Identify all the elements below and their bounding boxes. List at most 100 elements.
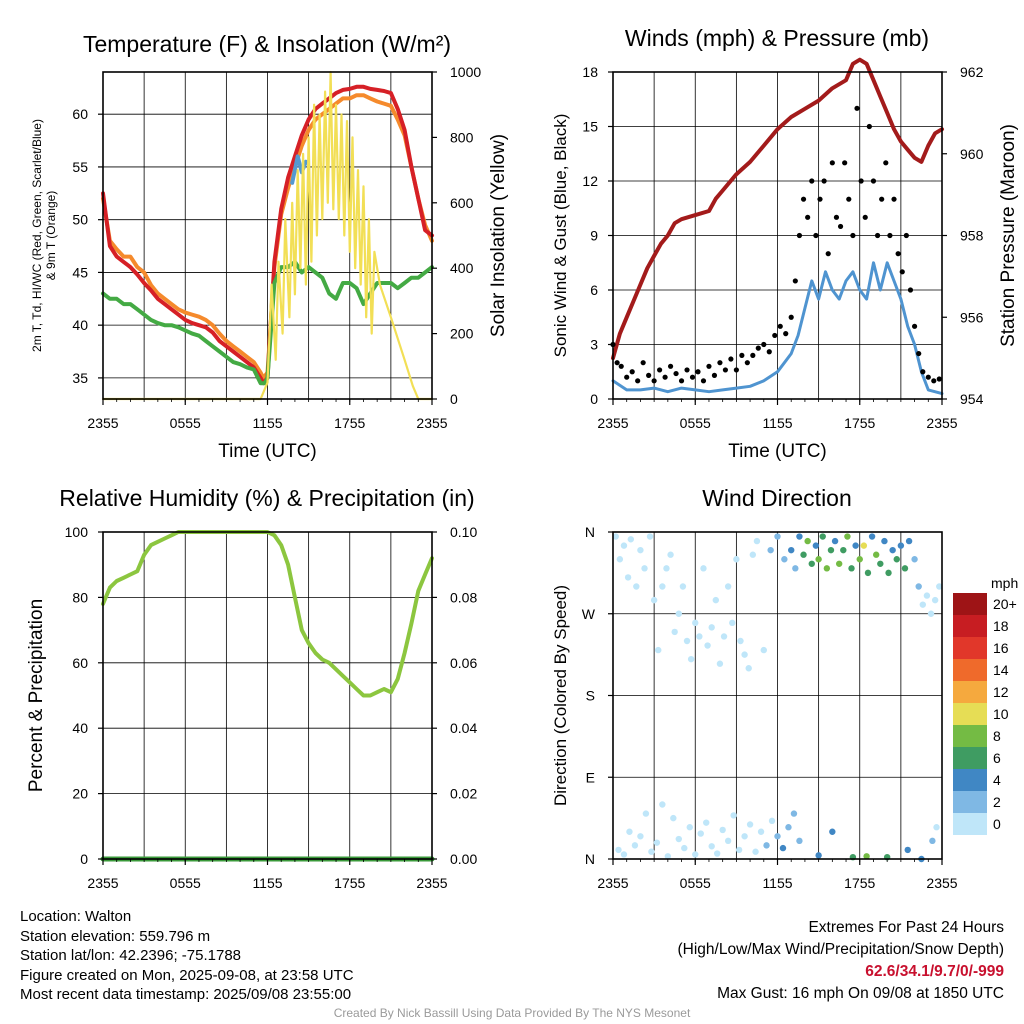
- chart4-direction-point: [860, 542, 868, 549]
- chart4-direction-point: [796, 533, 803, 540]
- chart4-direction-point: [642, 810, 650, 817]
- chart3-ylabel: Percent & Precipitation: [26, 599, 47, 792]
- chart4-direction-point: [650, 596, 658, 604]
- chart4-direction-point: [904, 846, 911, 854]
- chart4-direction-point: [873, 551, 880, 558]
- chart2-gust-point: [862, 214, 868, 220]
- chart4-direction-point: [746, 821, 754, 828]
- chart4-direction-point: [757, 828, 765, 835]
- chart1-y2-tick-label: 0: [450, 391, 458, 407]
- chart2-y-tick-label: 9: [590, 228, 598, 244]
- chart2-y2-tick-label: 962: [960, 64, 984, 80]
- info-elevation: Station elevation: 559.796 m: [20, 927, 211, 945]
- chart1-y-tick-label: 45: [72, 264, 88, 280]
- chart1-y2label: Solar Insolation (Yellow): [488, 134, 509, 337]
- chart2-gust-point: [673, 370, 679, 377]
- chart2-y-tick-label: 3: [590, 337, 598, 353]
- colorbar-unit: mph: [991, 575, 1018, 591]
- chart2-gust-point: [920, 369, 926, 375]
- chart2-gust-point: [821, 178, 827, 184]
- chart2-y-tick-label: 0: [590, 391, 598, 407]
- chart4-direction-point: [877, 560, 884, 567]
- chart3-y-tick-label: 100: [65, 524, 89, 540]
- chart4-direction-point: [724, 837, 732, 845]
- chart2-xlabel: Time (UTC): [728, 441, 827, 462]
- chart4-direction-point: [868, 533, 876, 540]
- chart2-gust-point: [907, 287, 914, 293]
- chart4-direction-point: [812, 542, 820, 549]
- colorbar-swatch: [953, 703, 987, 725]
- chart4-direction-point: [864, 569, 872, 577]
- extremes-subtitle: (High/Low/Max Wind/Precipitation/Snow De…: [677, 941, 1005, 958]
- colorbar-swatch: [953, 725, 987, 747]
- chart4-direction-point: [800, 551, 807, 558]
- chart4-x-tick-label: 2355: [926, 875, 957, 891]
- chart2-gust-point: [728, 356, 734, 362]
- chart4-direction-point: [700, 565, 707, 572]
- chart2-gust-point: [837, 223, 844, 230]
- chart4-direction-point: [915, 583, 922, 590]
- colorbar-label: 14: [993, 662, 1009, 678]
- chart2-gust-point: [792, 278, 798, 284]
- chart4-direction-point: [692, 851, 699, 858]
- chart4-direction-point: [831, 537, 839, 545]
- chart4-direction-point: [815, 556, 822, 563]
- chart4-direction-point: [856, 556, 863, 563]
- chart2-wind-line: [611, 261, 944, 396]
- colorbar-swatch: [953, 813, 987, 835]
- chart4-direction-point: [911, 556, 918, 563]
- chart4-direction-point: [655, 646, 662, 654]
- chart2-y2-tick-label: 956: [960, 309, 984, 325]
- chart4-direction-point: [687, 655, 695, 663]
- chart4-title: Wind Direction: [702, 485, 852, 511]
- chart2-gust-point: [895, 251, 901, 257]
- chart4-direction-point: [840, 546, 847, 554]
- chart2-gust-point: [667, 363, 674, 369]
- colorbar-label: 10: [993, 706, 1009, 722]
- chart2-gust-point: [866, 123, 872, 130]
- chart3-title: Relative Humidity (%) & Precipitation (i…: [59, 485, 474, 511]
- chart1-x-tick-label: 1155: [252, 415, 282, 431]
- chart1-y-tick-label: 50: [72, 212, 88, 228]
- chart4-direction-point: [663, 565, 670, 572]
- chart2-gust-point: [722, 367, 729, 373]
- chart2-gust-point: [883, 160, 889, 166]
- chart2-gust-point: [879, 196, 885, 202]
- chart1-xlabel: Time (UTC): [218, 441, 317, 462]
- chart2-gust-point: [854, 105, 860, 111]
- chart4-direction-point: [708, 624, 715, 631]
- chart3-y-tick-label: 80: [72, 589, 88, 605]
- chart4-x-tick-label: 0555: [680, 875, 711, 891]
- chart3-x-tick-label: 2355: [87, 875, 118, 891]
- chart2-gust-point: [766, 349, 772, 355]
- chart4-direction-point: [763, 842, 770, 849]
- chart4-direction-point: [835, 560, 843, 567]
- chart4-direction-point: [729, 619, 736, 627]
- chart2-gust-point: [706, 363, 712, 369]
- chart4-direction-point: [749, 551, 757, 558]
- chart4-direction-point: [620, 542, 628, 549]
- chart2-gust-point: [891, 196, 897, 202]
- chart2-y2label: Station Pressure (Maroon): [998, 124, 1019, 347]
- chart2-gust-point: [629, 369, 635, 375]
- chart4-direction-point: [735, 846, 743, 854]
- chart2-gust-point: [744, 360, 750, 366]
- chart4-direction-point: [741, 833, 748, 840]
- chart4-direction-point: [881, 537, 888, 545]
- chart2-gust-point: [788, 314, 794, 320]
- chart2-gust-point: [911, 323, 918, 329]
- chart2-gust-point: [717, 360, 723, 366]
- chart4-direction-point: [823, 565, 831, 572]
- chart4-direction-point: [785, 824, 792, 831]
- info-created: Figure created on Mon, 2025-09-08, at 23…: [20, 966, 354, 984]
- chart4-direction-point: [923, 592, 931, 599]
- colorbar-swatch: [953, 681, 987, 703]
- chart4-direction-point: [760, 646, 767, 654]
- chart2-gust-point: [618, 363, 624, 369]
- chart3-y-tick-label: 60: [72, 655, 88, 671]
- chart1-y2-tick-label: 400: [450, 260, 474, 276]
- chart4-direction-point: [852, 542, 859, 549]
- chart4-direction-point: [626, 828, 633, 835]
- chart2-gust-point: [662, 374, 668, 380]
- chart4-direction-point: [664, 853, 672, 860]
